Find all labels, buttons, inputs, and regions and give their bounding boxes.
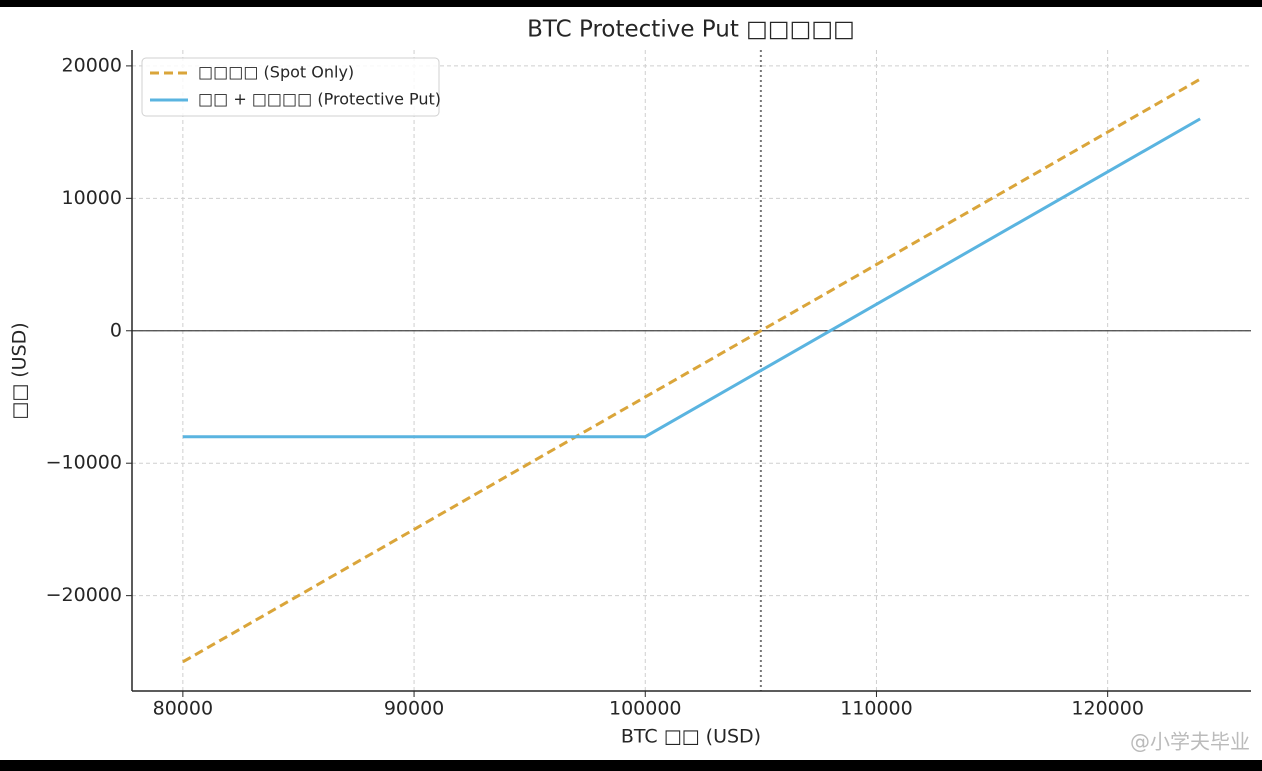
- legend-box: [141, 57, 440, 117]
- bottom-bar: [0, 760, 1262, 771]
- x-tick-label: 80000: [153, 698, 213, 720]
- y-tick-label: 10000: [62, 187, 122, 209]
- x-axis-label: BTC □□ (USD): [621, 726, 761, 748]
- legend-label: □□□□ (Spot Only): [198, 63, 354, 82]
- series-line: [182, 117, 1201, 439]
- y-tick-label: 20000: [62, 54, 122, 76]
- x-tick-label: 110000: [840, 698, 913, 720]
- y-tick-label: −20000: [46, 584, 122, 606]
- x-tick-label: 120000: [1071, 698, 1144, 720]
- top-bar: [0, 0, 1262, 7]
- watermark: @小学夫毕业: [1130, 730, 1250, 754]
- legend-label: □□ + □□□□ (Protective Put): [198, 90, 441, 109]
- chart-title: BTC Protective Put □□□□□: [527, 17, 855, 43]
- y-tick-label: 0: [110, 319, 122, 341]
- x-tick-label: 90000: [384, 698, 444, 720]
- x-tick-label: 100000: [609, 698, 682, 720]
- y-axis-label: □□ (USD): [9, 322, 31, 419]
- y-tick-label: −10000: [46, 452, 122, 474]
- series-line: [182, 77, 1201, 664]
